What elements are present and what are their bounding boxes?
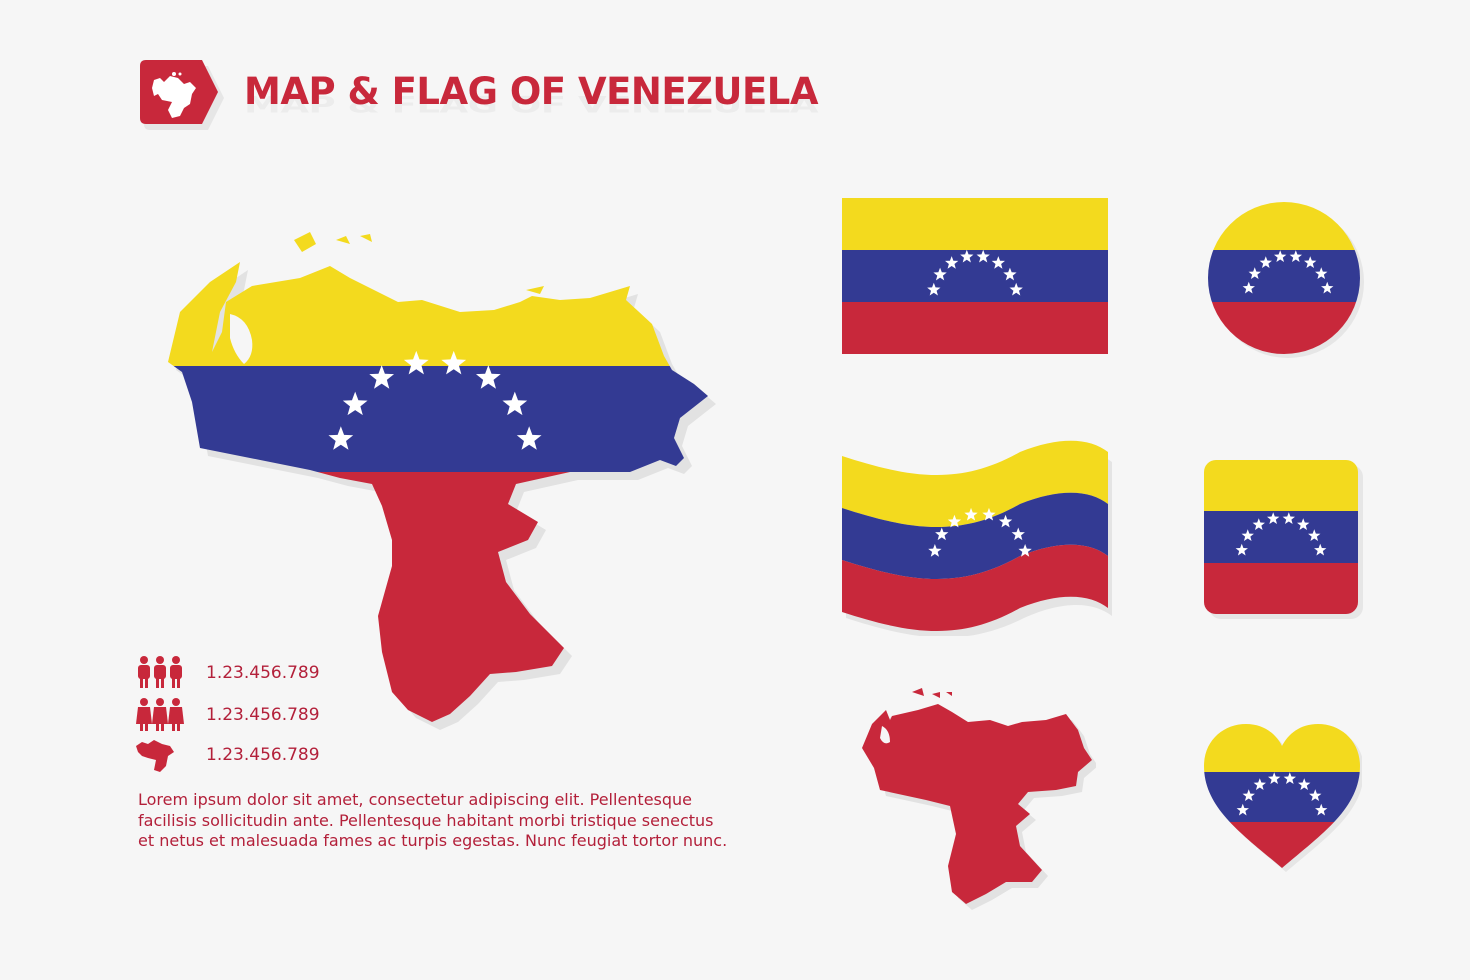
star-icon xyxy=(502,391,528,416)
star-icon xyxy=(976,249,990,263)
star-icon xyxy=(982,507,996,521)
stat-value: 1.23.456.789 xyxy=(206,705,320,725)
flag-circle xyxy=(1208,202,1364,358)
flag-stars xyxy=(1242,250,1334,294)
star-icon xyxy=(1314,543,1327,556)
star-icon xyxy=(945,256,959,269)
star-icon xyxy=(441,350,467,375)
star-icon xyxy=(1011,527,1025,541)
star-icon xyxy=(998,514,1013,528)
star-icon xyxy=(1003,267,1017,281)
star-icon xyxy=(1242,281,1255,294)
flag-stars xyxy=(1235,512,1327,556)
star-icon xyxy=(1283,772,1296,785)
flag-stars xyxy=(927,249,1023,296)
star-icon xyxy=(1252,518,1265,530)
star-icon xyxy=(1235,543,1248,556)
map-icon xyxy=(136,740,174,772)
star-icon xyxy=(1268,772,1281,785)
star-icon xyxy=(1241,529,1254,542)
stat-value: 1.23.456.789 xyxy=(206,663,320,683)
star-icon xyxy=(475,365,501,389)
star-icon xyxy=(1282,512,1295,525)
flag-rectangle xyxy=(842,198,1108,354)
flag-heart xyxy=(1204,724,1362,872)
star-icon xyxy=(933,267,947,281)
flag-stars xyxy=(1236,772,1328,816)
stat-row: 1.23.456.789 xyxy=(134,696,320,734)
star-icon xyxy=(342,391,368,416)
page-title: MAP & FLAG OF VENEZUELA xyxy=(244,70,818,113)
star-icon xyxy=(1267,512,1280,525)
people-icon xyxy=(138,656,182,688)
star-icon xyxy=(964,507,978,521)
star-icon xyxy=(991,256,1005,269)
flag-stars xyxy=(928,507,1032,557)
star-icon xyxy=(1315,803,1328,816)
star-icon xyxy=(1248,267,1261,280)
flag-stars xyxy=(328,350,542,450)
venezuela-map-icon xyxy=(152,76,196,118)
venezuela-flag-map xyxy=(168,232,716,730)
flag-waving xyxy=(842,440,1112,636)
stat-value: 1.23.456.789 xyxy=(206,745,320,765)
venezuela-map-silhouette xyxy=(862,688,1096,910)
star-icon xyxy=(1009,282,1023,296)
people-icon xyxy=(136,698,184,731)
star-icon xyxy=(1308,529,1321,542)
star-icon xyxy=(960,249,974,263)
title-badge-icon xyxy=(140,60,224,130)
star-icon xyxy=(1304,256,1317,268)
star-icon xyxy=(369,365,395,389)
star-icon xyxy=(1274,250,1287,263)
star-icon xyxy=(1018,544,1032,557)
star-icon xyxy=(947,514,962,528)
stat-row: 1.23.456.789 xyxy=(134,736,320,774)
star-icon xyxy=(1242,789,1255,802)
star-icon xyxy=(516,426,542,450)
star-icon xyxy=(1298,778,1311,790)
star-icon xyxy=(1236,803,1249,816)
star-icon xyxy=(328,426,354,450)
description-text: Lorem ipsum dolor sit amet, consectetur … xyxy=(138,790,728,850)
star-icon xyxy=(1309,789,1322,802)
star-icon xyxy=(935,527,949,541)
star-icon xyxy=(1315,267,1328,280)
star-icon xyxy=(403,350,429,375)
star-icon xyxy=(1321,281,1334,294)
page-title-shadow: MAP & FLAG OF VENEZUELA xyxy=(244,92,818,118)
star-icon xyxy=(1259,256,1272,268)
star-icon xyxy=(928,544,942,557)
star-icon xyxy=(1253,778,1266,790)
stat-row: 1.23.456.789 xyxy=(134,654,320,692)
star-icon xyxy=(927,282,941,296)
star-icon xyxy=(1289,250,1302,263)
star-icon xyxy=(1297,518,1310,530)
flag-rounded-square xyxy=(1204,460,1363,619)
